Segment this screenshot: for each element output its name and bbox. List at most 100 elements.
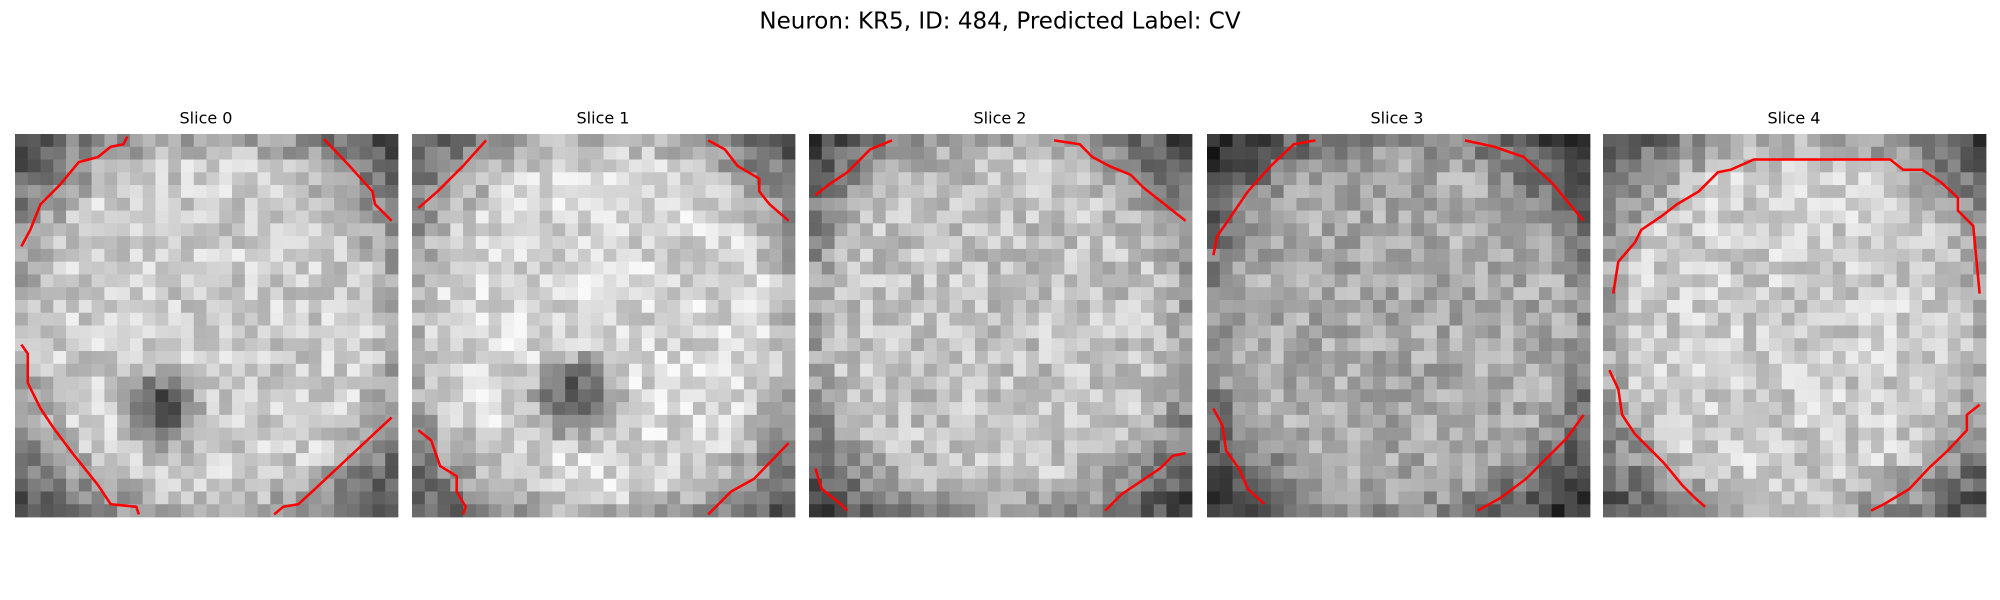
pixel <box>488 389 502 403</box>
pixel <box>1807 146 1821 160</box>
pixel <box>1166 440 1180 454</box>
pixel <box>911 453 925 467</box>
pixel <box>78 389 92 403</box>
pixel <box>257 185 271 199</box>
pixel <box>1270 414 1284 429</box>
pixel <box>911 299 925 314</box>
pixel <box>1296 325 1310 339</box>
pixel <box>911 274 925 288</box>
pixel <box>641 312 655 326</box>
pixel <box>129 491 144 505</box>
pixel <box>898 414 912 429</box>
pixel <box>1411 453 1425 467</box>
pixel <box>450 197 464 211</box>
pixel <box>372 478 386 492</box>
pixel <box>1000 287 1014 301</box>
pixel <box>53 414 67 429</box>
pixel <box>15 427 29 441</box>
pixel <box>1424 440 1438 454</box>
pixel <box>1960 134 1974 148</box>
pixel <box>1000 325 1014 339</box>
pixel <box>923 338 938 352</box>
pixel <box>1934 274 1949 288</box>
pixel <box>437 478 451 492</box>
contour <box>1611 158 1981 294</box>
pixel <box>1128 248 1142 263</box>
pixel <box>1462 248 1476 263</box>
pixel <box>552 376 566 390</box>
pixel <box>1424 134 1438 148</box>
pixel <box>463 453 477 467</box>
pixel <box>667 134 681 148</box>
pixel <box>412 185 426 199</box>
pixel <box>962 491 976 505</box>
pixel <box>1743 172 1757 186</box>
pixel <box>168 248 182 263</box>
pixel <box>1179 491 1193 505</box>
pixel <box>1153 491 1167 505</box>
pixel <box>1692 351 1706 365</box>
pixel <box>66 197 80 211</box>
pixel <box>1051 504 1065 518</box>
pixel <box>974 159 989 173</box>
pixel <box>629 453 643 467</box>
pixel <box>1871 363 1885 377</box>
pixel <box>1858 236 1872 250</box>
pixel <box>1654 299 1668 314</box>
pixel <box>885 453 899 467</box>
pixel <box>104 414 118 429</box>
pixel <box>91 389 105 403</box>
pixel <box>1026 491 1040 505</box>
pixel <box>1883 325 1898 339</box>
pixel <box>539 325 553 339</box>
pixel <box>756 223 770 237</box>
pixel <box>692 363 707 377</box>
pixel <box>244 248 258 263</box>
pixel <box>155 363 169 377</box>
pixel <box>1140 338 1155 352</box>
pixel <box>1424 465 1438 480</box>
pixel <box>1832 389 1846 403</box>
pixel <box>1385 261 1399 275</box>
pixel <box>680 159 694 173</box>
pixel <box>1922 146 1936 160</box>
pixel <box>1858 274 1872 288</box>
pixel <box>180 440 195 454</box>
pixel <box>1717 261 1732 275</box>
pixel <box>463 389 477 403</box>
pixel <box>1526 210 1540 224</box>
pixel <box>1296 185 1310 199</box>
pixel <box>987 185 1001 199</box>
pixel <box>692 351 707 365</box>
pixel <box>1487 440 1502 454</box>
pixel <box>1641 312 1655 326</box>
pixel <box>1909 402 1923 416</box>
pixel <box>1551 197 1565 211</box>
pixel <box>1232 172 1246 186</box>
pixel <box>346 134 361 148</box>
pixel <box>1179 223 1193 237</box>
pixel <box>898 325 912 339</box>
pixel <box>1207 223 1221 237</box>
pixel <box>1896 223 1910 237</box>
pixel <box>219 363 233 377</box>
pixel <box>1807 287 1821 301</box>
pixel <box>321 159 335 173</box>
pixel <box>654 478 668 492</box>
pixel <box>1768 236 1783 250</box>
pixel <box>898 465 912 480</box>
pixel <box>1909 248 1923 263</box>
pixel <box>616 274 630 288</box>
pixel <box>1424 351 1438 365</box>
pixel <box>539 172 553 186</box>
pixel <box>15 287 29 301</box>
pixel <box>1641 134 1655 148</box>
pixel <box>577 159 592 173</box>
pixel <box>1128 351 1142 365</box>
pixel <box>1026 504 1040 518</box>
pixel <box>295 274 310 288</box>
pixel <box>1258 338 1272 352</box>
pixel <box>667 146 681 160</box>
pixel <box>1666 210 1680 224</box>
pixel <box>78 172 92 186</box>
